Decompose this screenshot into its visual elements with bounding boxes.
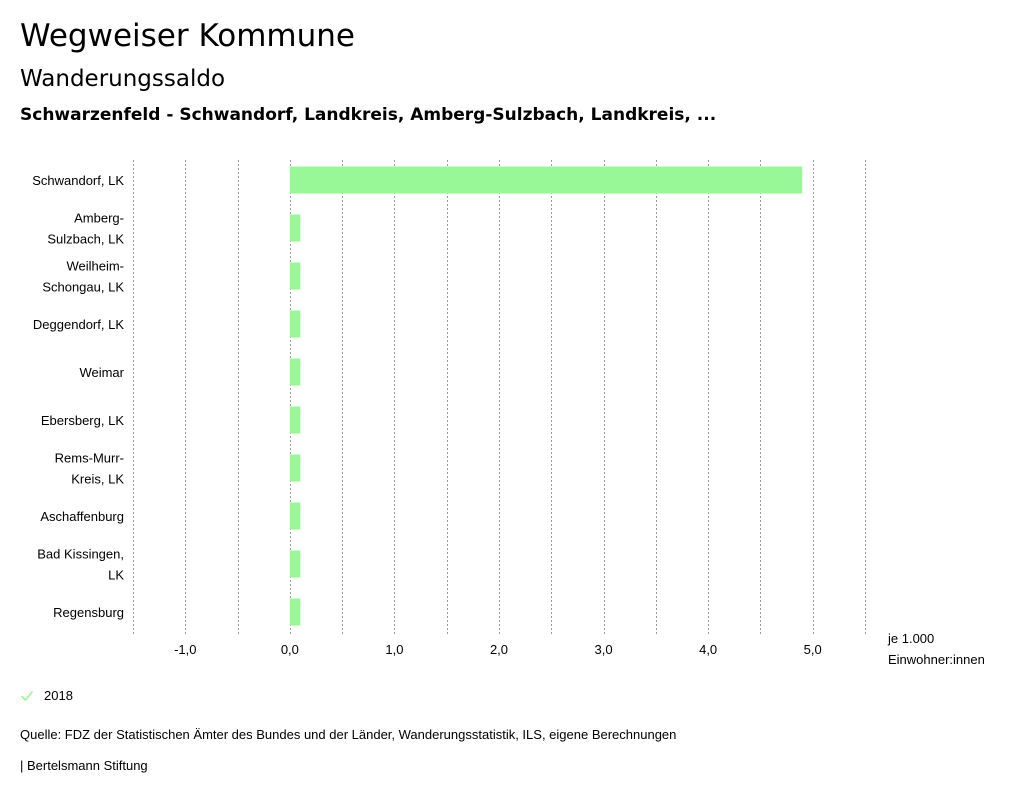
publisher-note: | Bertelsmann Stiftung (20, 758, 148, 773)
grid-lines (133, 160, 866, 636)
category-label: Bad Kissingen, LK (37, 547, 124, 583)
category-labels: Schwandorf, LK Amberg-Sulzbach, LK Weilhei… (32, 173, 124, 620)
tick-label: 4,0 (699, 642, 717, 657)
bar[interactable] (289, 166, 803, 194)
category-label: Weilheim-Schongau, LK (42, 259, 124, 295)
tick-label: 5,0 (804, 642, 822, 657)
category-label: Schwandorf, LK (32, 173, 124, 188)
category-label: Amberg-Sulzbach, LK (47, 211, 124, 247)
tick-label: 1,0 (385, 642, 403, 657)
bar[interactable] (289, 598, 301, 626)
chart-subtitle: Wanderungssaldo (20, 66, 226, 92)
category-label: Deggendorf, LK (33, 317, 124, 332)
bars (289, 166, 803, 626)
region-selection: Schwarzenfeld - Schwandorf, Landkreis, A… (20, 105, 717, 125)
source-note: Quelle: FDZ der Statistischen Ämter des … (20, 727, 677, 742)
legend[interactable]: 2018 (20, 688, 73, 703)
tick-label: 2,0 (490, 642, 508, 657)
unit-label: je 1.000 Einwohner:innen (887, 631, 985, 667)
category-label: Rems-Murr-Kreis, LK (55, 451, 125, 487)
bar[interactable] (289, 214, 301, 242)
bar[interactable] (289, 454, 301, 482)
bar[interactable] (289, 502, 301, 530)
axis-unit-label: je 1.000 Einwohner:innen (887, 631, 985, 667)
tick-label: 3,0 (595, 642, 613, 657)
bar[interactable] (289, 262, 301, 290)
category-label: Aschaffenburg (40, 509, 124, 524)
tick-label: 0,0 (281, 642, 299, 657)
bar-chart: Schwandorf, LK Amberg-Sulzbach, LK Weilhei… (32, 160, 985, 667)
page-title: Wegweiser Kommune (20, 18, 355, 54)
bar[interactable] (289, 406, 301, 434)
category-label: Regensburg (53, 605, 124, 620)
tick-label: -1,0 (174, 642, 196, 657)
bar[interactable] (289, 550, 301, 578)
category-label: Ebersberg, LK (41, 413, 124, 428)
bar[interactable] (289, 358, 301, 386)
bar[interactable] (289, 310, 301, 338)
x-axis-ticks: -1,0 0,0 1,0 2,0 3,0 4,0 5,0 (174, 642, 822, 657)
legend-year: 2018 (44, 688, 73, 703)
check-icon (21, 690, 33, 701)
category-label: Weimar (79, 365, 124, 380)
